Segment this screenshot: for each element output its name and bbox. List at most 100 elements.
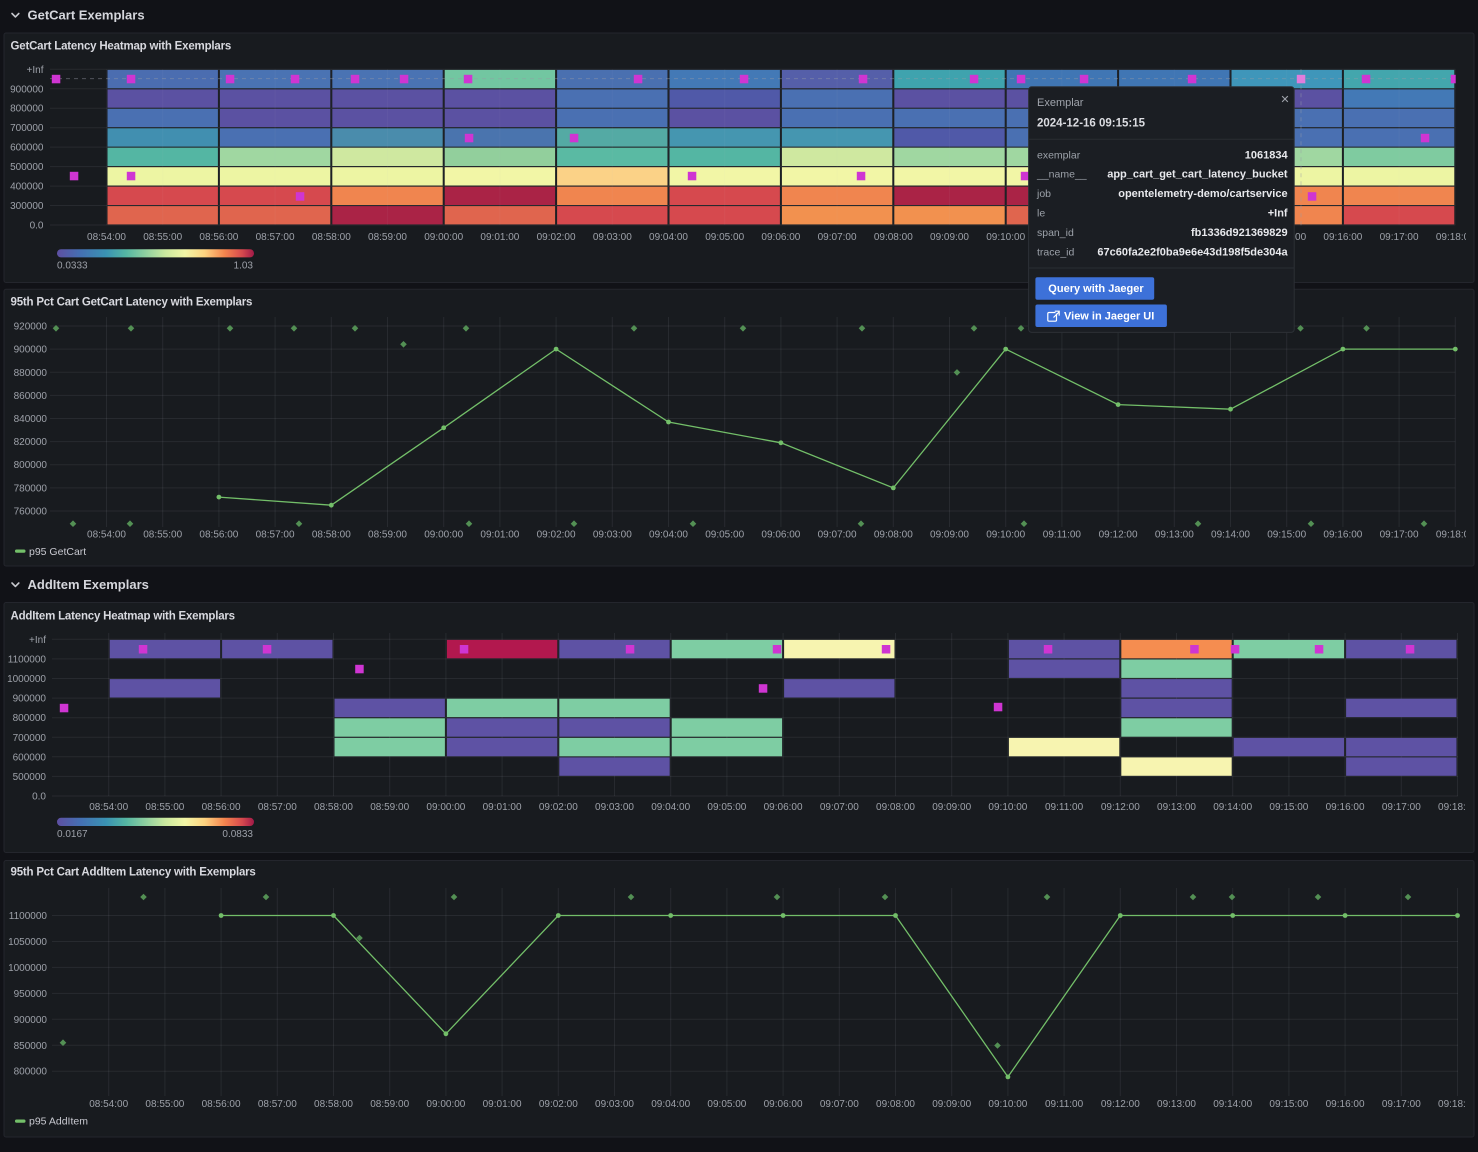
svg-text:09:06:00: 09:06:00 — [761, 232, 800, 243]
svg-text:09:18:00: 09:18:00 — [1438, 1099, 1477, 1110]
svg-text:780000: 780000 — [14, 483, 48, 494]
svg-text:GetCart Exemplars: GetCart Exemplars — [28, 8, 145, 23]
svg-text:le: le — [1037, 208, 1045, 220]
svg-text:700000: 700000 — [13, 733, 47, 744]
svg-text:09:11:00: 09:11:00 — [1043, 530, 1082, 541]
svg-text:0.0: 0.0 — [32, 792, 46, 803]
svg-text:09:17:00: 09:17:00 — [1380, 530, 1419, 541]
svg-text:08:54:00: 08:54:00 — [89, 1099, 128, 1110]
svg-text:08:54:00: 08:54:00 — [87, 530, 126, 541]
svg-text:09:04:00: 09:04:00 — [651, 802, 690, 813]
svg-text:09:16:00: 09:16:00 — [1326, 802, 1365, 813]
svg-text:09:00:00: 09:00:00 — [426, 802, 465, 813]
svg-text:09:01:00: 09:01:00 — [483, 802, 522, 813]
svg-text:08:55:00: 08:55:00 — [145, 1099, 184, 1110]
svg-text:09:02:00: 09:02:00 — [539, 802, 578, 813]
svg-text:09:18:00: 09:18:00 — [1438, 802, 1477, 813]
svg-text:__name__: __name__ — [1036, 169, 1087, 181]
svg-text:09:14:00: 09:14:00 — [1213, 1099, 1252, 1110]
svg-text:2024-12-16 09:15:15: 2024-12-16 09:15:15 — [1037, 118, 1146, 130]
svg-text:08:59:00: 08:59:00 — [368, 232, 407, 243]
svg-text:✕: ✕ — [1280, 94, 1289, 106]
svg-text:exemplar: exemplar — [1037, 149, 1081, 161]
svg-text:08:54:00: 08:54:00 — [87, 232, 126, 243]
svg-text:67c60fa2e2f0ba9e6e43d198f5de30: 67c60fa2e2f0ba9e6e43d198f5de304a — [1097, 246, 1288, 258]
svg-text:09:16:00: 09:16:00 — [1323, 232, 1362, 243]
svg-text:900000: 900000 — [10, 84, 44, 95]
svg-text:95th Pct Cart AddItem Latency: 95th Pct Cart AddItem Latency with Exemp… — [11, 867, 256, 879]
svg-text:09:14:00: 09:14:00 — [1213, 802, 1252, 813]
svg-text:08:55:00: 08:55:00 — [143, 530, 182, 541]
svg-text:08:59:00: 08:59:00 — [370, 1099, 409, 1110]
svg-text:09:12:00: 09:12:00 — [1101, 1099, 1140, 1110]
svg-text:1061834: 1061834 — [1245, 149, 1289, 161]
svg-text:app_cart_get_cart_latency_buck: app_cart_get_cart_latency_bucket — [1107, 169, 1288, 181]
svg-text:09:16:00: 09:16:00 — [1323, 530, 1362, 541]
svg-text:08:56:00: 08:56:00 — [199, 232, 238, 243]
svg-text:09:08:00: 09:08:00 — [876, 802, 915, 813]
svg-text:09:10:00: 09:10:00 — [988, 1099, 1027, 1110]
svg-text:09:06:00: 09:06:00 — [764, 802, 803, 813]
svg-text:09:03:00: 09:03:00 — [593, 530, 632, 541]
svg-text:300000: 300000 — [10, 201, 44, 212]
svg-text:08:57:00: 08:57:00 — [256, 232, 295, 243]
svg-text:08:58:00: 08:58:00 — [312, 530, 351, 541]
svg-text:09:06:00: 09:06:00 — [764, 1099, 803, 1110]
svg-text:08:57:00: 08:57:00 — [258, 802, 297, 813]
svg-text:840000: 840000 — [14, 414, 48, 425]
svg-text:09:09:00: 09:09:00 — [932, 1099, 971, 1110]
svg-text:AddItem Latency Heatmap with E: AddItem Latency Heatmap with Exemplars — [11, 611, 235, 623]
svg-text:09:05:00: 09:05:00 — [707, 802, 746, 813]
svg-text:0.0333: 0.0333 — [57, 261, 88, 272]
svg-text:08:58:00: 08:58:00 — [314, 802, 353, 813]
svg-text:09:15:00: 09:15:00 — [1267, 530, 1306, 541]
svg-text:08:55:00: 08:55:00 — [145, 802, 184, 813]
svg-text:09:04:00: 09:04:00 — [651, 1099, 690, 1110]
svg-text:08:56:00: 08:56:00 — [202, 1099, 241, 1110]
svg-text:400000: 400000 — [10, 182, 44, 193]
svg-text:820000: 820000 — [14, 437, 48, 448]
svg-text:1000000: 1000000 — [8, 963, 47, 974]
svg-text:900000: 900000 — [13, 694, 47, 705]
svg-text:09:00:00: 09:00:00 — [424, 232, 463, 243]
svg-text:09:08:00: 09:08:00 — [874, 232, 913, 243]
svg-text:+Inf: +Inf — [27, 65, 44, 76]
svg-text:880000: 880000 — [14, 368, 48, 379]
svg-text:09:00:00: 09:00:00 — [424, 530, 463, 541]
svg-text:09:12:00: 09:12:00 — [1101, 802, 1140, 813]
svg-text:opentelemetry-demo/cartservice: opentelemetry-demo/cartservice — [1118, 188, 1287, 200]
svg-text:09:11:00: 09:11:00 — [1045, 802, 1084, 813]
svg-text:09:13:00: 09:13:00 — [1155, 530, 1194, 541]
svg-text:09:07:00: 09:07:00 — [820, 802, 859, 813]
svg-text:09:17:00: 09:17:00 — [1380, 232, 1419, 243]
svg-text:95th Pct Cart GetCart Latency: 95th Pct Cart GetCart Latency with Exemp… — [11, 297, 253, 309]
svg-text:850000: 850000 — [14, 1041, 48, 1052]
svg-text:860000: 860000 — [14, 391, 48, 402]
svg-text:09:08:00: 09:08:00 — [876, 1099, 915, 1110]
svg-text:1.03: 1.03 — [234, 261, 254, 272]
svg-text:09:09:00: 09:09:00 — [932, 802, 971, 813]
svg-text:08:56:00: 08:56:00 — [199, 530, 238, 541]
svg-text:fb1336d921369829: fb1336d921369829 — [1191, 227, 1288, 239]
svg-text:09:02:00: 09:02:00 — [539, 1099, 578, 1110]
svg-text:09:11:00: 09:11:00 — [1045, 1099, 1084, 1110]
svg-text:800000: 800000 — [14, 1067, 48, 1078]
svg-text:09:03:00: 09:03:00 — [593, 232, 632, 243]
svg-text:09:05:00: 09:05:00 — [705, 530, 744, 541]
svg-text:09:15:00: 09:15:00 — [1269, 1099, 1308, 1110]
svg-text:09:02:00: 09:02:00 — [537, 232, 576, 243]
svg-text:Query with Jaeger: Query with Jaeger — [1048, 283, 1144, 295]
svg-text:760000: 760000 — [14, 507, 48, 518]
svg-text:09:01:00: 09:01:00 — [480, 530, 519, 541]
svg-text:09:10:00: 09:10:00 — [988, 802, 1027, 813]
svg-text:09:13:00: 09:13:00 — [1157, 802, 1196, 813]
svg-text:500000: 500000 — [13, 772, 47, 783]
svg-text:09:16:00: 09:16:00 — [1326, 1099, 1365, 1110]
svg-text:View in Jaeger UI: View in Jaeger UI — [1064, 311, 1154, 323]
svg-text:09:14:00: 09:14:00 — [1211, 530, 1250, 541]
svg-text:09:09:00: 09:09:00 — [930, 232, 969, 243]
svg-text:09:04:00: 09:04:00 — [649, 232, 688, 243]
svg-text:job: job — [1036, 188, 1051, 200]
svg-text:0.0167: 0.0167 — [57, 829, 88, 840]
svg-text:09:07:00: 09:07:00 — [820, 1099, 859, 1110]
